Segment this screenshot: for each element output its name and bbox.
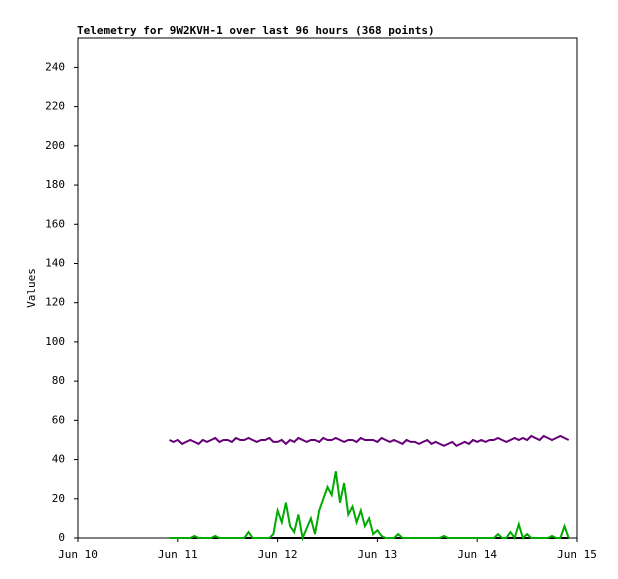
series-line <box>169 434 570 447</box>
y-tick-label: 180 <box>45 178 65 191</box>
x-tick-label: Jun 14 <box>457 548 497 561</box>
y-tick-label: 120 <box>45 296 65 309</box>
y-tick-label: 100 <box>45 335 65 348</box>
y-tick-label: 40 <box>52 453 65 466</box>
y-tick-label: 240 <box>45 60 65 73</box>
plot-frame <box>77 37 578 539</box>
y-tick-label: 160 <box>45 217 65 230</box>
y-tick-label: 220 <box>45 100 65 113</box>
x-tick-label: Jun 12 <box>258 548 298 561</box>
x-tick-label: Jun 13 <box>358 548 398 561</box>
x-tick-label: Jun 11 <box>158 548 198 561</box>
x-tick-label: Jun 10 <box>58 548 98 561</box>
chart-title: Telemetry for 9W2KVH-1 over last 96 hour… <box>77 24 435 37</box>
y-tick-label: 80 <box>52 374 65 387</box>
x-tick-label: Jun 15 <box>557 548 597 561</box>
y-tick-label: 200 <box>45 139 65 152</box>
y-tick-label: 20 <box>52 492 65 505</box>
y-axis-label: Values <box>25 268 38 308</box>
y-tick-label: 0 <box>58 531 65 544</box>
y-tick-label: 140 <box>45 256 65 269</box>
series-line <box>169 471 570 542</box>
y-tick-label: 60 <box>52 413 65 426</box>
